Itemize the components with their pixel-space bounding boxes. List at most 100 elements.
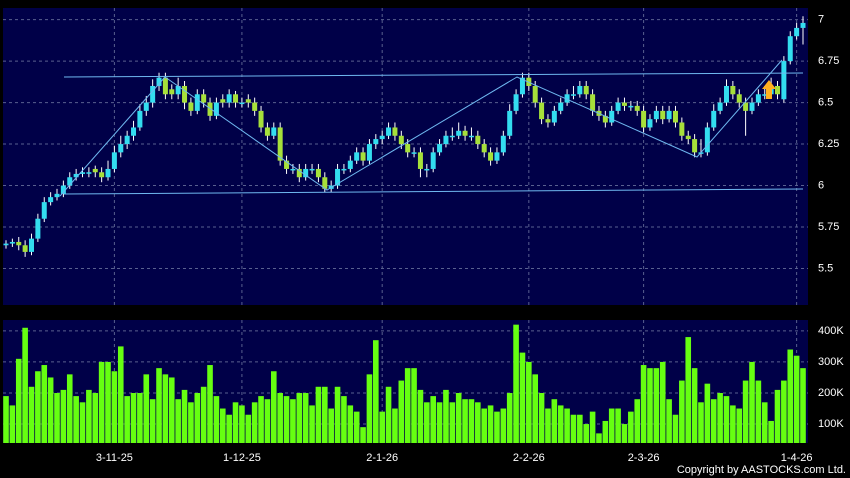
volume-bar (698, 402, 704, 443)
volume-bar (532, 374, 539, 443)
candle-body (730, 85, 736, 95)
candle-body (296, 168, 302, 178)
candle-body (335, 168, 341, 186)
volume-bar (245, 414, 252, 443)
volume-bar (717, 392, 723, 443)
volume-bar (79, 402, 86, 443)
volume-bar (162, 374, 169, 443)
y-tick-label: 6.75 (818, 55, 839, 67)
volume-bar (564, 408, 570, 443)
candle-body (468, 135, 474, 138)
candle-body (22, 245, 28, 252)
y-tick-label: 5.5 (818, 262, 833, 274)
candle-body (48, 197, 54, 203)
volume-bar (538, 392, 545, 443)
volume-bar (487, 405, 494, 443)
volume-bar (296, 392, 303, 443)
price-panel (3, 8, 808, 305)
volume-bar (239, 405, 245, 443)
candle-body (519, 77, 525, 95)
volume-bar (66, 374, 73, 443)
volume-bar (302, 392, 309, 443)
candle-body (341, 168, 347, 171)
x-tick-label: 1-4-26 (781, 452, 813, 464)
candle-body (131, 127, 137, 136)
volume-bar (653, 368, 660, 443)
candle-body (284, 160, 290, 169)
candle-body (156, 77, 162, 86)
candle-body (749, 102, 755, 111)
volume-bar (621, 424, 628, 443)
volume-bar (602, 420, 609, 443)
candle-body (373, 139, 379, 145)
volume-bar (596, 433, 602, 443)
volume-bar (468, 399, 475, 443)
volume-bar (685, 337, 692, 443)
volume-bar (360, 427, 366, 443)
volume-bar (207, 365, 213, 443)
volume-bar (666, 399, 672, 443)
candle-body (41, 202, 47, 219)
candle-body (685, 135, 691, 140)
candle-body (507, 110, 513, 136)
volume-bar (270, 371, 277, 443)
candle-body (437, 144, 443, 153)
volume-bar (430, 396, 436, 443)
candle-body (162, 77, 168, 95)
candle-body (488, 152, 494, 161)
volume-bar (137, 392, 143, 443)
candle-body (800, 22, 806, 28)
candle-body (577, 85, 583, 95)
volume-bar (417, 389, 424, 443)
candle-body (762, 94, 768, 96)
x-tick-label: 3-11-25 (96, 452, 133, 464)
candle-body (233, 94, 239, 103)
volume-tick-label: 300K (818, 356, 844, 368)
candle-body (500, 135, 506, 153)
volume-bar (793, 355, 800, 443)
candle-body (220, 99, 226, 103)
candle-body (86, 172, 92, 174)
candle-body (80, 172, 86, 174)
candle-body (679, 122, 685, 136)
volume-bar (634, 399, 641, 443)
candle-body (392, 127, 398, 136)
volume-bar (659, 361, 666, 443)
volume-bar (41, 365, 48, 443)
volume-bar (455, 392, 462, 443)
y-tick-label: 6 (818, 179, 824, 191)
candle-body (398, 135, 404, 145)
volume-bar (736, 408, 743, 443)
candle-body (539, 102, 545, 120)
volume-bar (149, 399, 156, 443)
candle-body (717, 102, 723, 111)
volume-bar (481, 408, 487, 443)
volume-bar (9, 405, 16, 443)
candle-body (9, 241, 15, 244)
volume-bar (188, 402, 194, 443)
candle-body (92, 168, 98, 173)
volume-bar (168, 377, 175, 443)
volume-bar (200, 386, 207, 443)
candle-body (194, 94, 200, 111)
volume-bar (264, 399, 271, 443)
volume-bar (15, 358, 22, 443)
volume-bar (411, 368, 417, 443)
candle-body (755, 94, 761, 103)
candle-body (794, 27, 800, 37)
candle-body (475, 135, 481, 145)
volume-bar (589, 411, 596, 443)
volume-bar (219, 408, 226, 443)
candle-body (704, 127, 710, 153)
volume-bar (379, 411, 385, 443)
volume-bars (3, 324, 806, 443)
candle-body (405, 144, 411, 153)
candle-body (570, 94, 576, 96)
volume-bar (526, 361, 532, 443)
volume-bar (194, 392, 201, 443)
support-line (63, 188, 804, 195)
candle-body (545, 119, 551, 123)
candle-body (583, 85, 589, 95)
volume-bar (800, 368, 806, 443)
